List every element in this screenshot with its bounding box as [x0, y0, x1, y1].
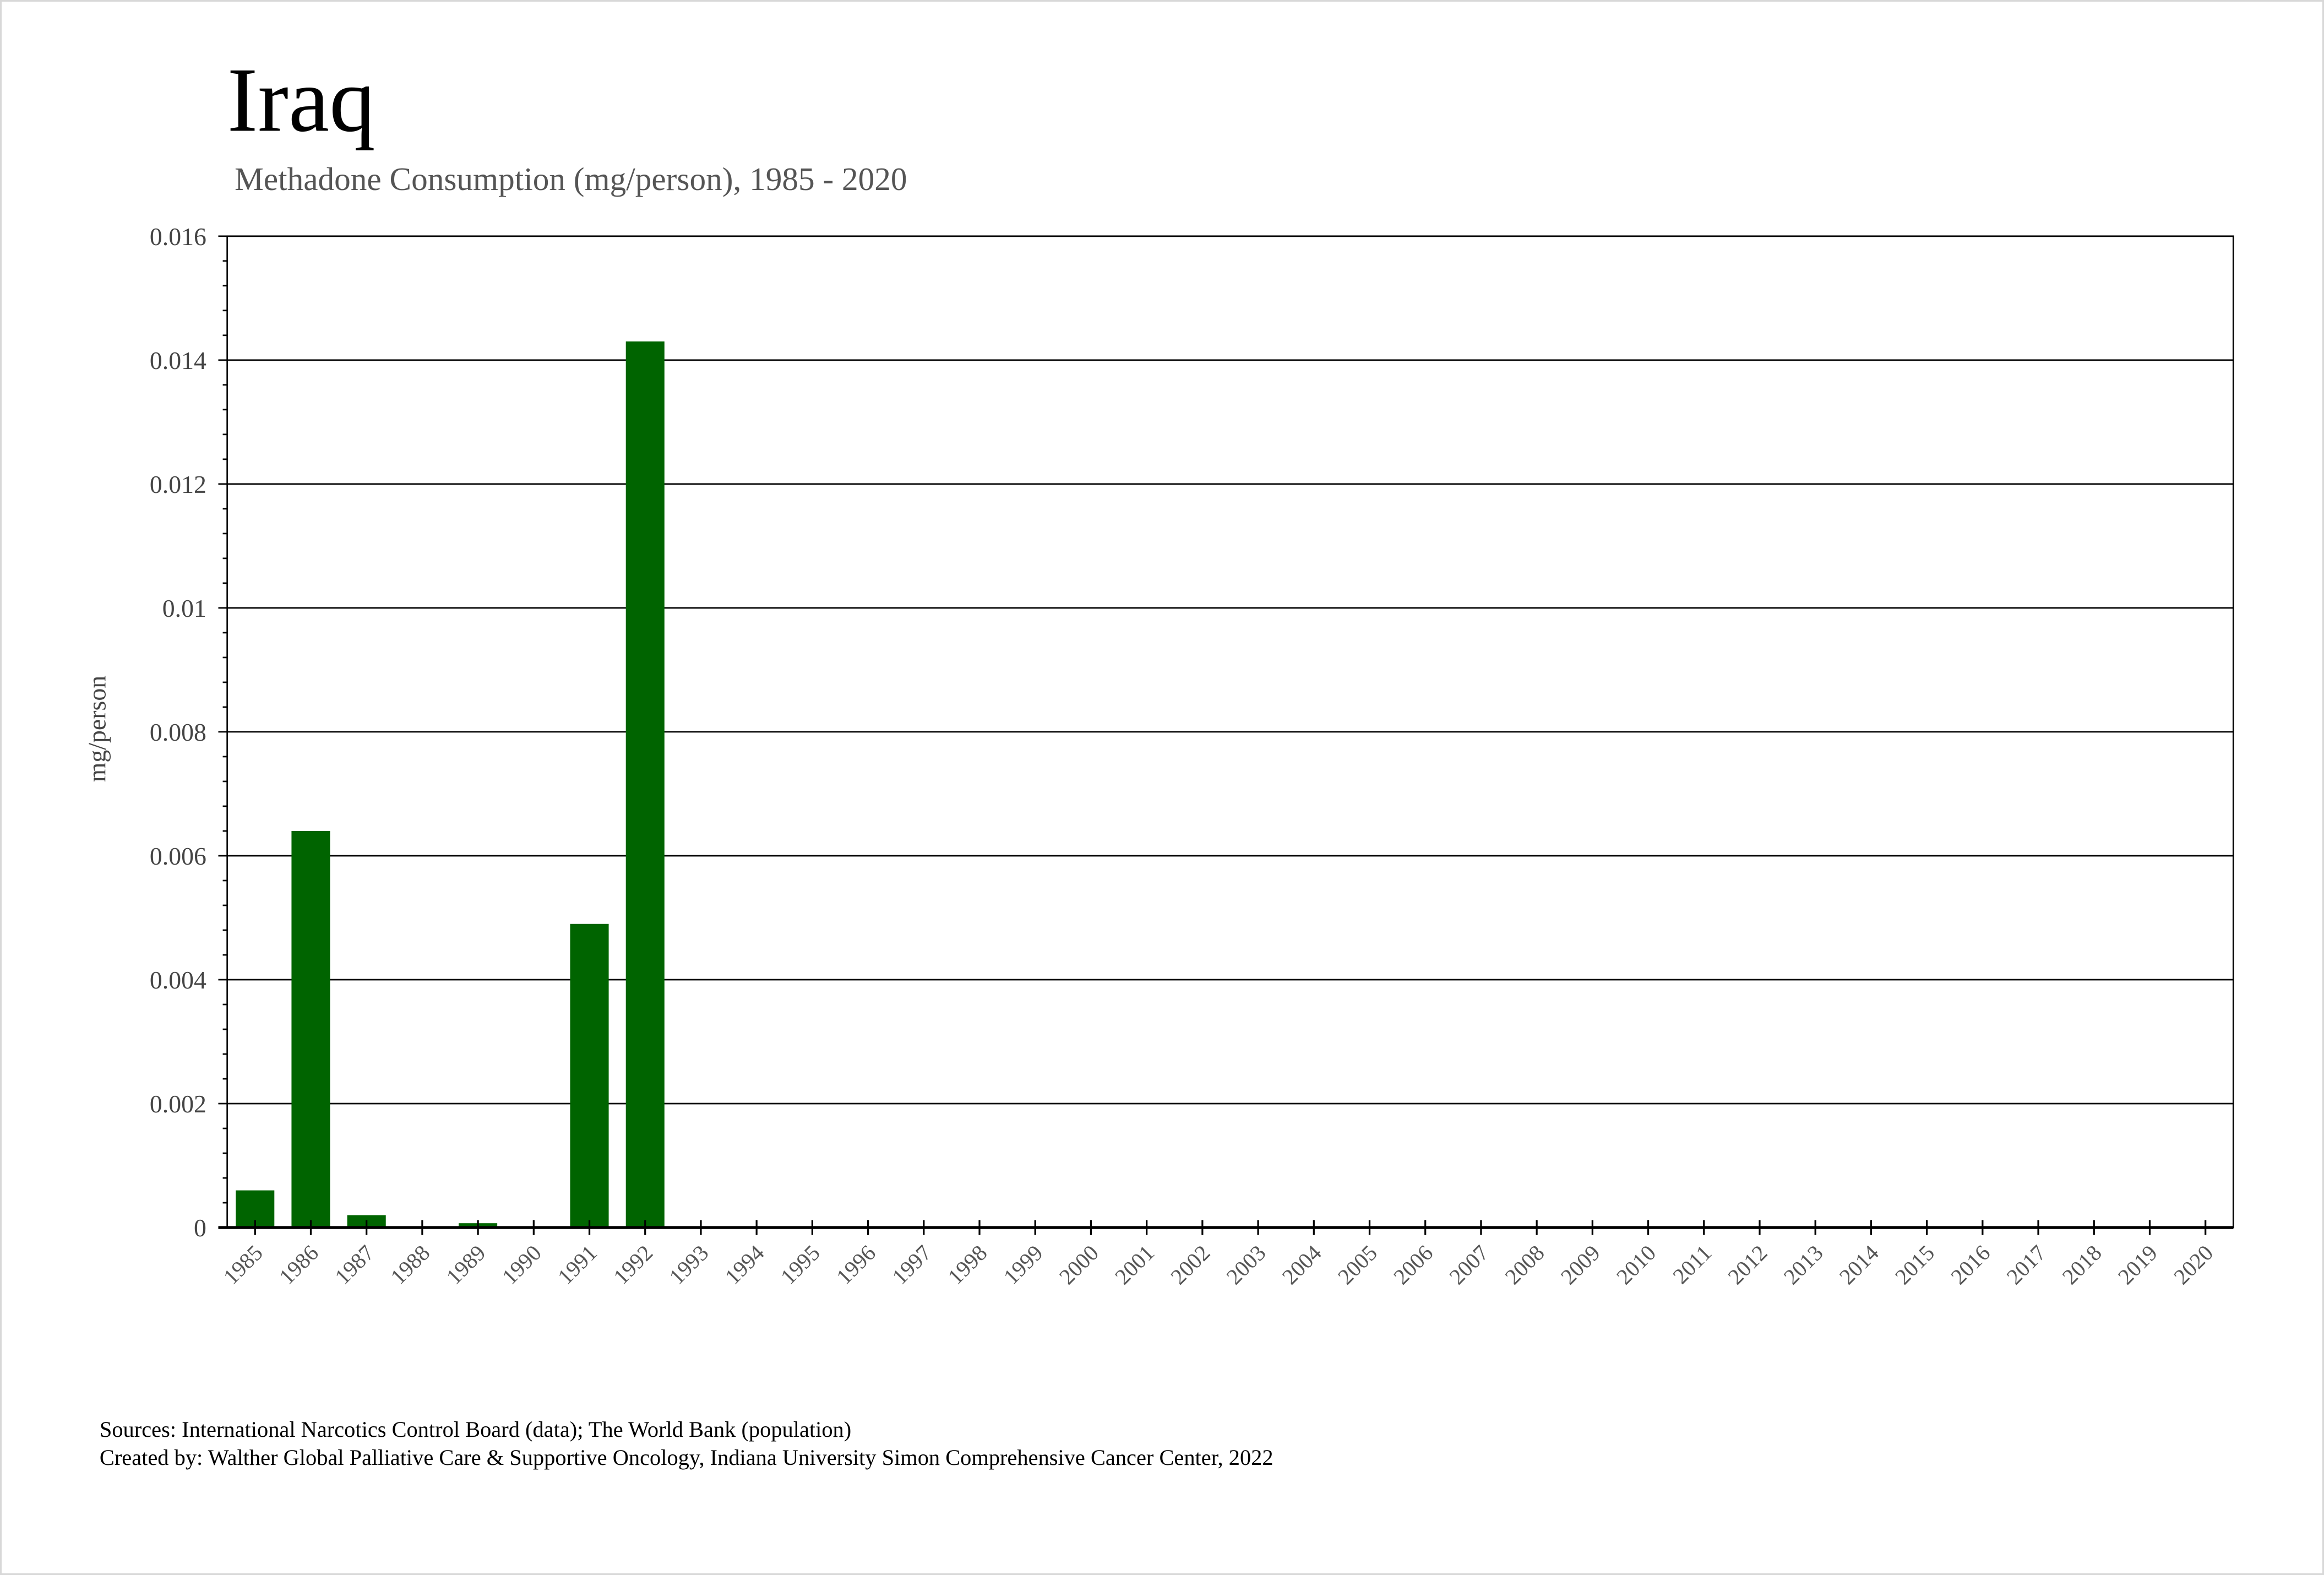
- x-tick-label: 2019: [2113, 1240, 2162, 1289]
- x-tick-label: 2017: [2002, 1240, 2051, 1289]
- created-by-note: Created by: Walther Global Palliative Ca…: [100, 1445, 1273, 1470]
- x-tick-labels: 1985 1986 1987 1988 1989 1990 1991 1992 1993 1994…: [219, 1240, 2218, 1289]
- x-tick-label: 2011: [1668, 1240, 1716, 1289]
- x-tick-label: 2016: [1946, 1240, 1995, 1289]
- y-tick-label: 0.014: [150, 346, 206, 374]
- chart-title: Iraq: [227, 49, 375, 151]
- x-tick-label: 2009: [1556, 1240, 1605, 1289]
- x-tick-label: 2015: [1890, 1240, 1939, 1289]
- x-tick-label: 1986: [274, 1240, 323, 1289]
- x-tick-label: 1990: [497, 1240, 546, 1289]
- x-tick-label: 1995: [776, 1240, 825, 1289]
- y-axis-label: mg/person: [83, 676, 111, 782]
- chart-subtitle: Methadone Consumption (mg/person), 1985 …: [235, 161, 907, 197]
- x-tick-label: 1998: [943, 1240, 992, 1289]
- x-tick-label: 2005: [1333, 1240, 1382, 1289]
- y-tick-label: 0.016: [150, 222, 206, 251]
- x-tick-label: 1985: [219, 1240, 268, 1289]
- sources-note: Sources: International Narcotics Control…: [100, 1417, 851, 1442]
- x-tick-label: 1989: [442, 1240, 491, 1289]
- x-tick-label: 2007: [1444, 1240, 1493, 1289]
- x-tick-label: 1999: [999, 1240, 1048, 1289]
- x-tick-label: 2018: [2058, 1240, 2107, 1289]
- axes: [218, 235, 2234, 1235]
- bar-1991: [570, 924, 609, 1228]
- y-tick-label: 0.006: [150, 842, 206, 870]
- gridlines: [227, 235, 2234, 1105]
- x-tick-label: 2000: [1054, 1240, 1103, 1289]
- y-tick-label: 0: [194, 1214, 206, 1242]
- x-tick-label: 1997: [887, 1240, 936, 1289]
- x-tick-label: 1996: [831, 1240, 880, 1289]
- x-tick-label: 1987: [330, 1240, 379, 1289]
- x-tick-label: 2006: [1389, 1240, 1438, 1289]
- x-tick-label: 2002: [1166, 1240, 1215, 1289]
- x-tick-label: 2012: [1723, 1240, 1772, 1289]
- y-tick-label: 0.004: [150, 966, 206, 994]
- y-tick-label: 0.01: [162, 594, 206, 622]
- x-tick-label: 1994: [720, 1240, 769, 1289]
- x-tick-label: 1988: [385, 1240, 434, 1289]
- bar-1986: [291, 830, 330, 1228]
- x-tick-label: 2004: [1277, 1240, 1326, 1289]
- x-tick-label: 1991: [553, 1240, 602, 1289]
- y-tick-label: 0.008: [150, 718, 206, 746]
- x-tick-label: 2020: [2169, 1240, 2218, 1289]
- x-tick-label: 2008: [1500, 1240, 1549, 1289]
- x-tick-label: 2014: [1835, 1240, 1884, 1289]
- x-tick-label: 2013: [1779, 1240, 1828, 1289]
- bars: [236, 341, 665, 1228]
- x-tick-label: 2003: [1222, 1240, 1271, 1289]
- y-tick-labels: 0 0.002 0.004 0.006 0.008 0.01 0.012 0.014 0.016: [150, 222, 206, 1242]
- x-tick-label: 1992: [608, 1240, 657, 1289]
- x-tick-label: 1993: [665, 1240, 714, 1289]
- bar-1992: [625, 341, 665, 1228]
- x-tick-label: 2001: [1110, 1240, 1159, 1289]
- x-tick-label: 2010: [1612, 1240, 1661, 1289]
- y-tick-label: 0.002: [150, 1090, 206, 1118]
- y-tick-label: 0.012: [150, 470, 206, 498]
